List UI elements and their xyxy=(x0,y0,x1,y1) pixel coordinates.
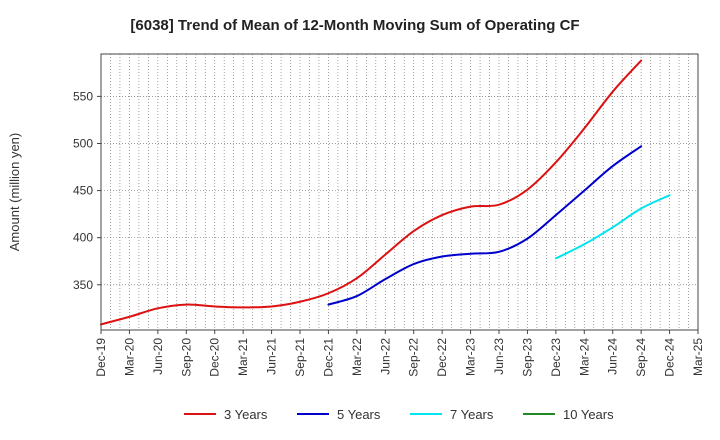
series-lines xyxy=(100,59,671,326)
x-tick-label: Dec-21 xyxy=(321,338,335,377)
x-tick-label: Dec-20 xyxy=(208,338,222,377)
x-tick-label: Sep-20 xyxy=(179,338,193,377)
x-tick-label: Jun-22 xyxy=(378,338,392,375)
x-tick-label: Mar-21 xyxy=(236,338,250,376)
x-tick-label: Jun-24 xyxy=(606,338,620,375)
x-tick-label: Sep-22 xyxy=(407,338,421,377)
plot-area-frame xyxy=(100,53,699,331)
x-tick-label: Sep-24 xyxy=(634,338,648,377)
chart-title: [6038] Trend of Mean of 12-Month Moving … xyxy=(130,17,579,34)
grid xyxy=(101,54,698,330)
legend-label: 7 Years xyxy=(450,407,494,422)
x-tick-label: Dec-19 xyxy=(94,338,108,377)
x-tick-label: Jun-20 xyxy=(151,338,165,375)
legend-label: 5 Years xyxy=(337,407,381,422)
series-line-3-years xyxy=(100,59,643,326)
legend-label: 3 Years xyxy=(224,407,268,422)
x-axis-ticks: Dec-19 Mar-20 Jun-20 Sep-20 Dec-20 Mar-21 Jun-… xyxy=(94,330,705,377)
x-tick-label: Jun-23 xyxy=(492,338,506,375)
x-tick-label: Mar-23 xyxy=(464,338,478,376)
x-tick-label: Dec-22 xyxy=(435,338,449,377)
x-tick-label: Sep-23 xyxy=(520,338,534,377)
y-tick-label: 350 xyxy=(73,278,93,292)
y-axis-label: Amount (million yen) xyxy=(7,133,22,252)
legend-label: 10 Years xyxy=(563,407,614,422)
x-tick-label: Mar-20 xyxy=(122,338,136,376)
x-tick-label: Mar-24 xyxy=(577,338,591,376)
y-tick-label: 500 xyxy=(73,136,93,150)
x-tick-label: Dec-23 xyxy=(549,338,563,377)
series-line-7-years xyxy=(554,194,671,260)
legend: 3 Years 5 Years 7 Years 10 Years xyxy=(184,407,614,422)
series-line-5-years xyxy=(327,145,643,306)
x-tick-label: Sep-21 xyxy=(293,338,307,377)
y-tick-label: 550 xyxy=(73,89,93,103)
x-tick-label: Jun-21 xyxy=(265,338,279,375)
y-axis-ticks: 350 400 450 500 550 xyxy=(73,89,101,292)
x-tick-label: Dec-24 xyxy=(663,338,677,377)
y-tick-label: 450 xyxy=(73,184,93,198)
y-tick-label: 400 xyxy=(73,231,93,245)
x-tick-label: Mar-25 xyxy=(691,338,705,376)
x-tick-label: Mar-22 xyxy=(350,338,364,376)
